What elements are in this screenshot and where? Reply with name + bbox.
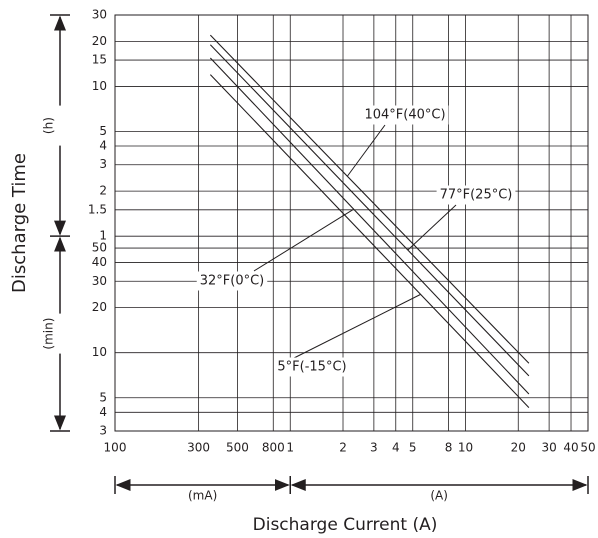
- series-label: 104°F(40°C): [364, 108, 445, 123]
- callout-leader: [291, 293, 421, 360]
- y-tick-label: 5: [99, 124, 107, 138]
- y-tick-label: 1.5: [88, 202, 107, 216]
- series-label: 5°F(-15°C): [277, 360, 346, 375]
- x-tick-label: 500: [226, 441, 249, 455]
- y-tick-label: 30: [92, 274, 107, 288]
- x-tick-label: 40: [563, 441, 578, 455]
- series-label: 77°F(25°C): [440, 188, 513, 203]
- y-axis-label: Discharge Time: [9, 153, 30, 293]
- x-tick-label: 4: [392, 441, 400, 455]
- x-unit-label: (mA): [188, 489, 217, 503]
- callout-bg: [361, 105, 449, 125]
- series-line: [209, 57, 530, 395]
- callout-bg: [436, 185, 516, 205]
- y-tick-label: 50: [92, 241, 107, 255]
- unit-label-bg: [35, 313, 65, 354]
- x-tick-label: 30: [541, 441, 556, 455]
- y-tick-label: 5: [99, 390, 107, 404]
- y-unit-label: (h): [42, 117, 56, 134]
- x-tick-label: 100: [104, 441, 127, 455]
- callout-leader: [346, 124, 386, 177]
- y-tick-label: 40: [92, 255, 107, 269]
- y-tick-label: 4: [99, 405, 107, 419]
- y-tick-label: 10: [92, 345, 107, 359]
- x-tick-label: 1: [286, 441, 294, 455]
- series-label: 32°F(0°C): [200, 274, 265, 289]
- y-tick-label: 20: [92, 300, 107, 314]
- callout-bg: [274, 357, 350, 377]
- x-axis-label: Discharge Current (A): [253, 515, 438, 535]
- y-tick-label: 3: [99, 424, 107, 438]
- x-tick-label: 50: [580, 441, 595, 455]
- x-tick-label: 20: [511, 441, 526, 455]
- x-tick-label: 5: [409, 441, 417, 455]
- x-tick-label: 3: [370, 441, 378, 455]
- y-tick-label: 15: [92, 53, 107, 67]
- plot-frame: [114, 14, 589, 432]
- series-line: [209, 34, 530, 364]
- y-tick-label: 4: [99, 139, 107, 153]
- x-unit-label: (A): [430, 489, 448, 503]
- y-unit-label: (min): [42, 318, 56, 350]
- y-tick-label: 20: [92, 34, 107, 48]
- callout-leader: [407, 204, 457, 251]
- x-tick-label: 8: [445, 441, 453, 455]
- y-tick-label: 30: [92, 8, 107, 22]
- x-tick-label: 300: [187, 441, 210, 455]
- x-tick-label: 2: [339, 441, 347, 455]
- unit-label-bg: [35, 105, 65, 146]
- callout-bg: [196, 271, 268, 291]
- y-tick-label: 3: [99, 157, 107, 171]
- x-tick-label: 800: [262, 441, 285, 455]
- y-tick-label: 10: [92, 79, 107, 93]
- series-line: [209, 74, 530, 408]
- y-tick-label: 1: [99, 229, 107, 243]
- x-tick-label: 10: [458, 441, 473, 455]
- series-line: [209, 44, 530, 377]
- y-tick-label: 2: [99, 184, 107, 198]
- callout-leader: [253, 208, 354, 272]
